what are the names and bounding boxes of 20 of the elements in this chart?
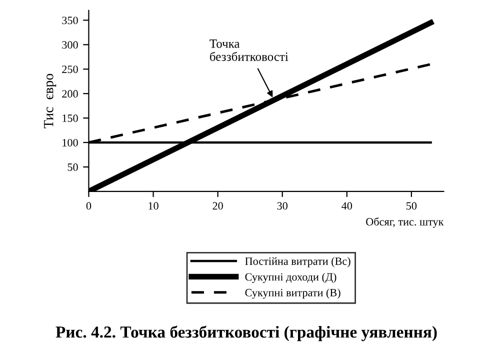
x-tick-label: 40 (342, 202, 352, 210)
x-axis-title: Обсяг, тис. штук (366, 217, 444, 228)
x-tick-label: 20 (212, 202, 223, 210)
legend-label: Постійна витрати (Вс) (245, 257, 350, 268)
y-tick-label: 200 (62, 90, 78, 98)
y-tick-label: 100 (62, 138, 78, 146)
y-tick-label: 250 (62, 66, 78, 74)
y-axis-title: Тис євро (44, 74, 56, 128)
y-tick-label: 350 (62, 16, 78, 24)
x-tick-label: 30 (277, 202, 288, 210)
y-tick-label: 300 (62, 41, 78, 49)
legend-label: Сукупні витрати (В) (245, 288, 340, 299)
y-tick-label: 50 (68, 163, 78, 171)
y-tick-label: 150 (62, 114, 78, 122)
legend-label: Сукупні доходи (Д) (245, 272, 336, 283)
x-tick-label: 0 (86, 202, 92, 210)
text: Рис. 4.2. Точка беззбитковості (графічне уявлення) (56, 326, 437, 342)
annotation: Точка беззбитковості (210, 40, 288, 61)
x-tick-label: 50 (406, 202, 417, 210)
x-tick-label: 10 (148, 202, 158, 210)
